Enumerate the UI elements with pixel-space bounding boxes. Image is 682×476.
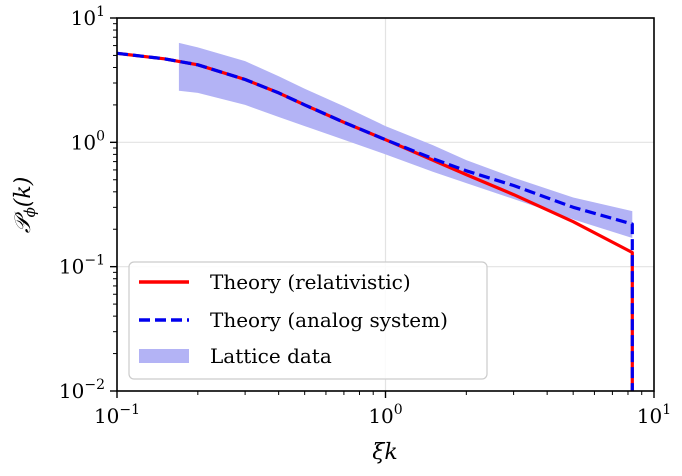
legend-label-lattice: Lattice data xyxy=(210,344,332,368)
series-analog-line xyxy=(116,51,634,391)
tick-base: 10 xyxy=(94,404,119,428)
tick-exponent: 0 xyxy=(96,128,105,144)
x-tick-label: 101 xyxy=(637,402,671,428)
x-axis-label: ξk xyxy=(372,440,397,465)
tick-exponent: 0 xyxy=(394,402,403,418)
tick-base: 10 xyxy=(71,6,96,30)
legend: Theory (relativistic) Theory (analog sys… xyxy=(128,261,488,380)
lattice-band-layer xyxy=(178,42,633,239)
tick-base: 10 xyxy=(59,379,84,403)
tick-exponent: −1 xyxy=(84,253,105,269)
series-layer xyxy=(116,51,634,391)
tick-base: 10 xyxy=(59,255,84,279)
x-tick-label: 100 xyxy=(368,402,402,428)
y-tick-label: 100 xyxy=(71,128,105,154)
tick-base: 10 xyxy=(368,404,393,428)
tick-exponent: −2 xyxy=(84,377,105,393)
x-tick-label: 10−1 xyxy=(94,402,140,428)
tick-exponent: 1 xyxy=(96,4,105,20)
lattice-band xyxy=(178,42,633,239)
y-axis-label-sub: ϕ xyxy=(21,207,39,217)
tick-exponent: −1 xyxy=(119,402,140,418)
y-tick-label: 10−1 xyxy=(59,253,105,279)
tick-base: 10 xyxy=(637,404,662,428)
tick-exponent: 1 xyxy=(662,402,671,418)
y-axis-label: 𝒫ϕ(k) xyxy=(11,177,39,234)
y-tick-label: 101 xyxy=(71,4,105,30)
legend-label-analog: Theory (analog system) xyxy=(210,308,448,332)
tick-base: 10 xyxy=(71,130,96,154)
y-axis-label-arg: (k) xyxy=(11,177,36,208)
legend-swatch-lattice xyxy=(139,349,189,363)
y-tick-label: 10−2 xyxy=(59,377,105,403)
legend-label-relativistic: Theory (relativistic) xyxy=(210,270,411,294)
legend-box xyxy=(128,261,488,380)
